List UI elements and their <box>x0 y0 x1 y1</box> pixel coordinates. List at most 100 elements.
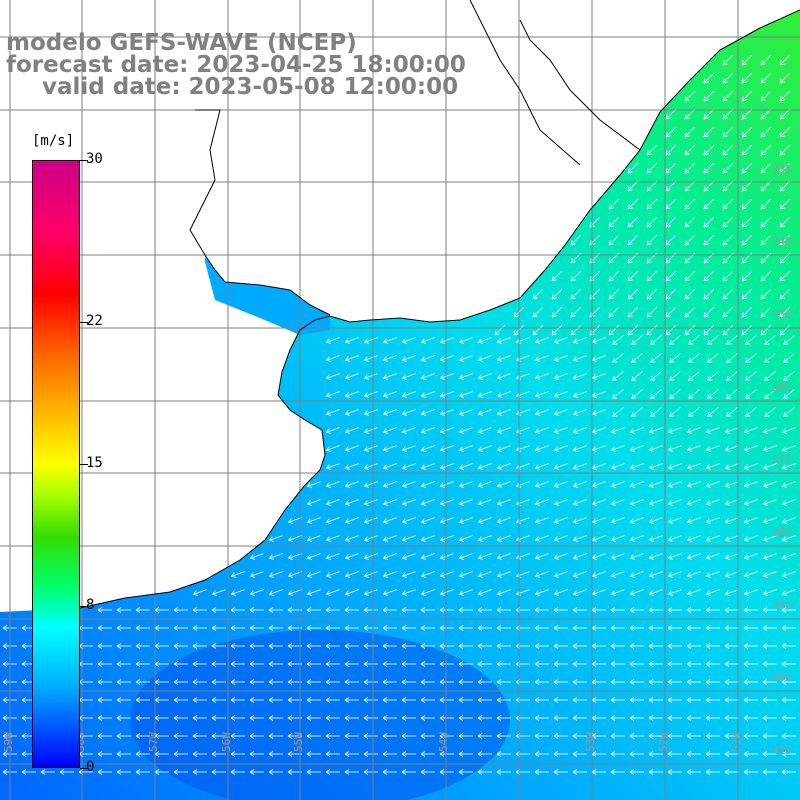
wind-arrow <box>741 144 753 156</box>
wind-vector-arrows <box>2 54 796 775</box>
wind-arrow <box>684 180 696 192</box>
wind-arrow <box>193 589 207 596</box>
wind-arrow <box>135 679 150 685</box>
wind-arrow <box>211 607 226 613</box>
wind-arrow <box>383 553 397 560</box>
wind-arrow <box>326 535 340 542</box>
wind-arrow <box>535 571 549 578</box>
wind-arrow <box>326 409 340 416</box>
wind-arrow <box>591 625 606 631</box>
wind-arrow <box>724 733 739 739</box>
wind-arrow <box>707 389 719 399</box>
wind-arrow <box>782 571 796 578</box>
wind-arrow <box>440 571 454 578</box>
wind-arrow <box>345 499 359 506</box>
wind-arrow <box>781 733 796 739</box>
wind-arrow <box>135 607 150 613</box>
wind-arrow <box>344 679 359 685</box>
wind-arrow <box>154 625 169 631</box>
wind-arrow <box>572 751 587 757</box>
wind-arrow <box>497 589 511 596</box>
wind-arrow <box>440 409 454 416</box>
wind-arrow <box>592 355 606 362</box>
wind-arrow <box>741 126 753 138</box>
wind-arrow <box>646 162 658 174</box>
wind-arrow <box>230 661 245 667</box>
wind-arrow <box>649 445 663 452</box>
wind-arrow <box>496 625 511 631</box>
wind-arrow <box>705 625 720 631</box>
wind-arrow <box>364 427 378 434</box>
wind-arrow <box>592 427 606 434</box>
wind-arrow <box>477 625 492 631</box>
wind-arrow <box>383 463 397 470</box>
wind-arrow <box>306 679 321 685</box>
wind-arrow <box>268 769 283 775</box>
wind-arrow <box>744 517 758 524</box>
wind-arrow <box>724 661 739 667</box>
wind-arrow <box>745 389 757 399</box>
wind-arrow <box>421 373 435 380</box>
wind-arrow <box>760 72 772 84</box>
wind-arrow <box>383 409 397 416</box>
wind-arrow <box>345 517 359 524</box>
wind-arrow <box>230 679 245 685</box>
wind-arrow <box>440 445 454 452</box>
wind-arrow <box>572 697 587 703</box>
wind-arrow <box>668 589 682 596</box>
wind-arrow <box>703 126 715 138</box>
wind-arrow <box>611 481 625 488</box>
wind-arrow <box>573 571 587 578</box>
wind-arrow <box>249 607 264 613</box>
wind-arrow <box>440 589 454 596</box>
wind-arrow <box>421 571 435 578</box>
wind-arrow <box>344 769 359 775</box>
wind-arrow <box>439 715 454 721</box>
wind-arrow <box>458 607 473 613</box>
wind-arrow <box>116 769 131 775</box>
wind-arrow <box>497 337 511 344</box>
colorbar-tick-label: 8 <box>86 596 95 613</box>
wind-arrow <box>667 661 682 667</box>
wind-arrow <box>497 409 511 416</box>
wind-arrow <box>382 733 397 739</box>
wind-arrow <box>648 751 663 757</box>
wind-arrow <box>230 769 245 775</box>
wind-arrow <box>364 445 378 452</box>
wind-arrow <box>779 270 791 282</box>
wind-arrow <box>231 571 245 578</box>
wind-arrow <box>402 571 416 578</box>
wind-arrow <box>382 661 397 667</box>
wind-arrow <box>97 607 112 613</box>
wind-arrow <box>439 697 454 703</box>
wind-arrow <box>743 679 758 685</box>
wind-arrow <box>551 270 563 282</box>
wind-arrow <box>668 463 682 470</box>
wind-arrow <box>706 535 720 542</box>
wind-arrow <box>459 517 473 524</box>
wind-arrow <box>345 481 359 488</box>
wind-arrow <box>383 355 397 362</box>
wind-arrow <box>760 108 772 120</box>
wind-arrow <box>779 90 791 102</box>
wind-arrow <box>326 517 340 524</box>
wind-arrow <box>779 324 791 336</box>
colorbar-tick-label: 15 <box>86 455 103 471</box>
wind-arrow <box>497 499 511 506</box>
wind-arrow <box>665 306 677 318</box>
wind-arrow <box>591 751 606 757</box>
wind-arrow <box>477 751 492 757</box>
wind-arrow <box>762 697 777 703</box>
wind-arrow <box>402 517 416 524</box>
wind-arrow <box>97 751 112 757</box>
wind-arrow <box>650 407 662 417</box>
wind-arrow <box>706 517 720 524</box>
wind-arrow <box>364 553 378 560</box>
wind-arrow <box>722 180 734 192</box>
wind-arrow <box>724 679 739 685</box>
wind-arrow <box>668 553 682 560</box>
lat-label: 33S <box>772 163 792 176</box>
wind-arrow <box>722 306 734 318</box>
wind-arrow <box>688 371 700 381</box>
